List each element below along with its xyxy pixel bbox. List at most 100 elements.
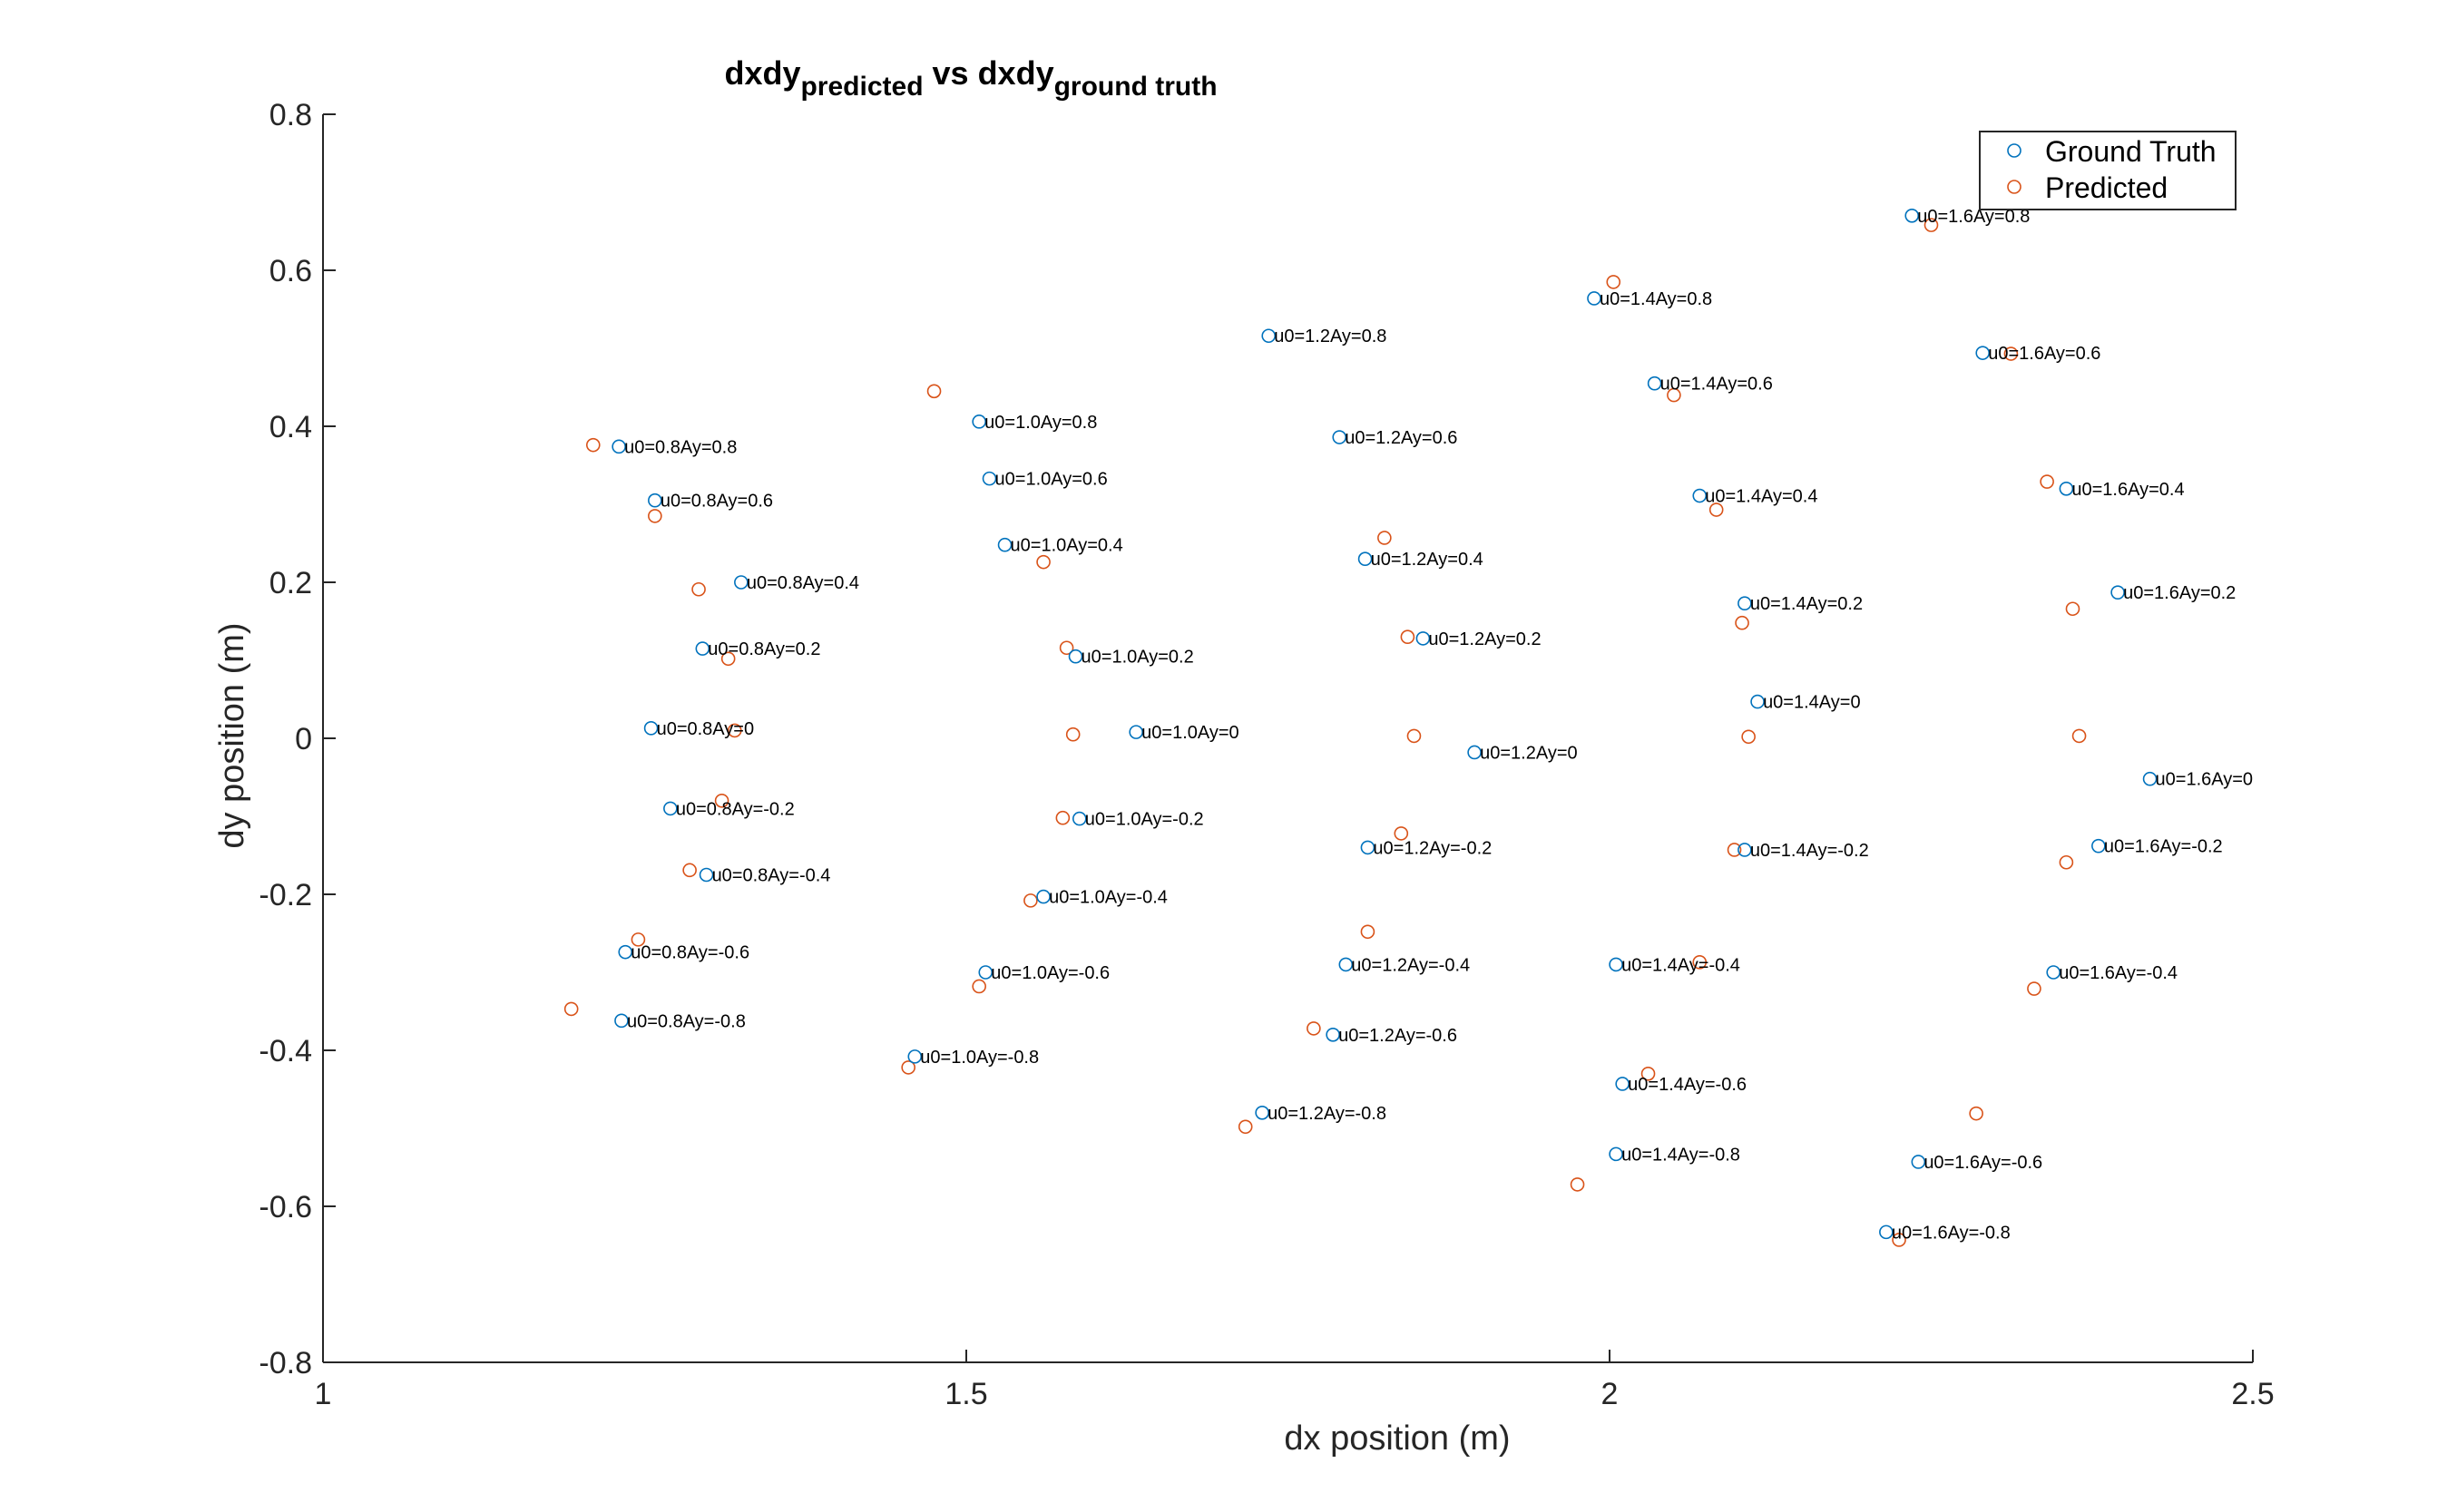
legend-marker-predicted (2007, 180, 2021, 194)
y-tick-label: 0.6 (269, 254, 312, 288)
axes-layer: 1 1.5 2 2.5 -0.8 -0.6 -0.4 -0.2 0 0.2 0.4 0.6 0.8 (259, 98, 2274, 1411)
ground-truth-point (972, 415, 986, 429)
ground-truth-point (1647, 376, 1662, 391)
y-tick-label: -0.6 (259, 1190, 312, 1224)
ground-truth-point (1587, 291, 1601, 306)
point-label: u0=1.0Ay=0.4 (1011, 536, 1123, 556)
ground-truth-point (1975, 346, 1991, 360)
predicted-point (1667, 387, 1681, 403)
point-label: u0=1.4Ay=0.6 (1660, 375, 1773, 395)
point-label: u0=1.6Ay=-0.6 (1924, 1153, 2042, 1173)
predicted-point (1406, 728, 1422, 744)
point-label: u0=1.4Ay=-0.2 (1750, 841, 1869, 861)
x-tick-label: 2 (1601, 1377, 1619, 1411)
y-tick-label: 0.8 (269, 98, 312, 132)
point-label: u0=1.0Ay=-0.4 (1049, 888, 1168, 908)
predicted-point (1969, 1106, 1983, 1121)
point-label: u0=1.0Ay=0.2 (1082, 648, 1194, 668)
point-label: u0=1.6Ay=0.8 (1917, 207, 2030, 227)
ground-truth-point (1738, 843, 1752, 857)
point-label: u0=1.4Ay=0.2 (1750, 594, 1863, 614)
point-label: u0=1.2Ay=0.6 (1345, 428, 1457, 448)
predicted-point (1055, 810, 1071, 825)
point-label: u0=1.4Ay=0.4 (1705, 487, 1817, 507)
y-tick-label: -0.8 (259, 1346, 312, 1380)
point-label: u0=1.4Ay=-0.6 (1628, 1075, 1747, 1095)
predicted-point (727, 723, 742, 738)
y-tick-label: -0.4 (259, 1034, 312, 1068)
predicted-point (682, 863, 697, 878)
ground-truth-point (1357, 551, 1373, 567)
ground-truth-point (1255, 1106, 1269, 1120)
ground-truth-point (1360, 840, 1375, 855)
ground-truth-point (643, 721, 659, 736)
chart-title-main: dxdy (724, 54, 800, 92)
ground-truth-point (1036, 889, 1051, 904)
point-label: u0=1.4Ay=0 (1763, 693, 1861, 713)
predicted-point (691, 581, 706, 597)
point-label: u0=0.8Ay=0.6 (661, 492, 773, 512)
point-label: u0=1.4Ay=-0.8 (1621, 1145, 1740, 1165)
point-label: u0=1.2Ay=-0.2 (1373, 838, 1492, 858)
predicted-point (720, 651, 736, 667)
ground-truth-point (1609, 957, 1623, 972)
point-label: u0=0.8Ay=-0.4 (712, 866, 831, 886)
point-label: u0=1.0Ay=-0.6 (991, 963, 1110, 983)
ground-truth-point (1072, 811, 1087, 826)
point-label: u0=1.6Ay=0 (2156, 770, 2254, 790)
ground-truth-point (982, 471, 997, 486)
point-label: u0=1.4Ay=0.8 (1600, 289, 1712, 309)
predicted-point (1606, 275, 1621, 289)
predicted-point (1735, 615, 1749, 630)
x-tick-label: 1 (315, 1377, 332, 1411)
legend: Ground Truth Predicted (1979, 131, 2237, 210)
point-label: u0=1.2Ay=-0.8 (1268, 1104, 1386, 1124)
predicted-point (1238, 1119, 1253, 1135)
point-label: u0=1.6Ay=0.2 (2123, 583, 2236, 603)
y-tick-label: 0.4 (269, 410, 312, 444)
ground-truth-point (1129, 725, 1143, 739)
chart-title-subscript-1: predicted (800, 72, 923, 102)
ground-truth-point (1415, 631, 1431, 646)
point-label: u0=1.2Ay=-0.4 (1351, 955, 1470, 975)
chart-title: dxdypredicted vs dxdyground truth (724, 54, 1217, 102)
point-label: u0=1.0Ay=0.6 (995, 470, 1108, 490)
predicted-point (972, 979, 986, 994)
x-axis-label: dx position (m) (1284, 1419, 1510, 1458)
ground-truth-point (1738, 596, 1752, 611)
point-label: u0=1.2Ay=0.4 (1371, 550, 1483, 570)
predicted-point (1692, 955, 1708, 970)
predicted-point (1065, 727, 1081, 742)
point-label: u0=0.8Ay=0.4 (747, 573, 859, 593)
point-label: u0=1.2Ay=-0.6 (1338, 1026, 1457, 1046)
ground-truth-point (2142, 771, 2158, 786)
legend-label-ground-truth: Ground Truth (2045, 135, 2217, 168)
point-label: u0=0.8Ay=-0.2 (676, 799, 795, 819)
predicted-point (1394, 826, 1409, 841)
predicted-point (1360, 924, 1375, 940)
predicted-point (631, 932, 646, 947)
predicted-point (2003, 346, 2019, 361)
point-label: u0=1.0Ay=0.8 (984, 413, 1097, 433)
predicted-point (648, 509, 662, 523)
ground-truth-point (1332, 430, 1347, 444)
chart-title-middle: vs dxdy (924, 54, 1054, 92)
ground-truth-point (695, 641, 710, 656)
point-label: u0=1.4Ay=-0.4 (1621, 955, 1740, 975)
ground-truth-point (1326, 1028, 1340, 1042)
predicted-point (1570, 1177, 1585, 1192)
predicted-point (901, 1060, 915, 1075)
ground-truth-point (1879, 1224, 1894, 1240)
predicted-point (2040, 474, 2054, 489)
point-label: u0=1.2Ay=0 (1480, 743, 1578, 763)
ground-truth-point (1615, 1077, 1630, 1091)
ground-truth-point (648, 493, 662, 508)
predicted-point (1400, 629, 1415, 645)
predicted-point (1741, 729, 1756, 745)
predicted-point (2065, 601, 2080, 617)
ground-truth-point (2059, 481, 2074, 496)
ground-truth-point (1911, 1155, 1926, 1169)
y-tick-label: -0.2 (259, 878, 312, 912)
point-label: u0=1.0Ay=0 (1141, 723, 1239, 743)
point-label: u0=1.6Ay=0.4 (2071, 480, 2184, 500)
